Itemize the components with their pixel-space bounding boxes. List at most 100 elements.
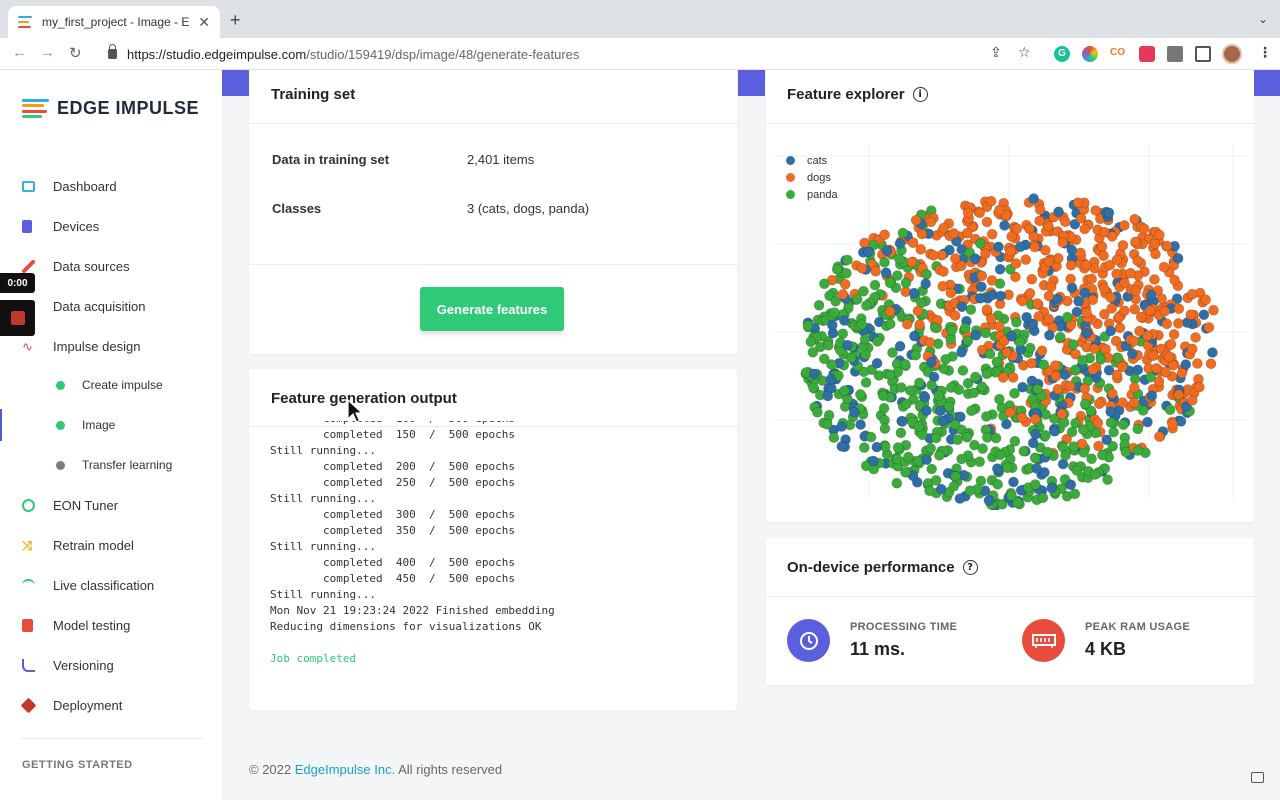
scatter-point-panda[interactable] <box>879 423 891 434</box>
feature-scatter-plot[interactable]: cats dogs panda <box>766 124 1254 524</box>
scatter-point-panda[interactable] <box>819 278 830 290</box>
scatter-point-panda[interactable] <box>977 443 988 454</box>
scatter-point-dogs[interactable] <box>907 237 919 248</box>
scatter-point-cats[interactable] <box>836 421 847 432</box>
address-bar[interactable]: https://studio.edgeimpulse.com/studio/15… <box>96 41 1046 67</box>
scatter-point-dogs[interactable] <box>1043 256 1055 267</box>
scatter-point-dogs[interactable] <box>1072 197 1084 208</box>
scatter-point-dogs[interactable] <box>1089 343 1100 355</box>
sidebar-sub-image[interactable]: Image <box>0 409 222 441</box>
scatter-point-dogs[interactable] <box>1007 372 1019 383</box>
scatter-point-dogs[interactable] <box>937 280 949 292</box>
scatter-point-cats[interactable] <box>1021 311 1032 323</box>
sidebar-item-impulse-design[interactable]: ∿ Impulse design <box>22 338 141 354</box>
scatter-point-dogs[interactable] <box>1185 309 1197 320</box>
scatter-point-cats[interactable] <box>919 391 931 403</box>
scatter-point-dogs[interactable] <box>1034 215 1045 227</box>
scatter-point-panda[interactable] <box>1077 355 1088 366</box>
scatter-point-panda[interactable] <box>908 394 919 405</box>
scatter-point-dogs[interactable] <box>914 319 925 330</box>
scatter-point-cats[interactable] <box>839 315 850 326</box>
scatter-point-cats[interactable] <box>956 346 967 358</box>
scatter-point-panda[interactable] <box>905 385 916 396</box>
scatter-point-dogs[interactable] <box>1075 213 1087 224</box>
scatter-point-dogs[interactable] <box>1200 294 1212 305</box>
scatter-point-cats[interactable] <box>1105 325 1117 337</box>
scatter-point-panda[interactable] <box>968 387 980 399</box>
scatter-point-panda[interactable] <box>884 369 896 381</box>
scatter-point-dogs[interactable] <box>916 228 928 240</box>
scatter-point-dogs[interactable] <box>1010 271 1021 283</box>
scatter-point-panda[interactable] <box>1105 417 1117 428</box>
sidebar-item-retrain-model[interactable]: ⤨ Retrain model <box>22 537 134 553</box>
scatter-point-dogs[interactable] <box>1168 329 1180 340</box>
scatter-point-panda[interactable] <box>1024 342 1036 354</box>
scatter-point-cats[interactable] <box>1198 309 1210 320</box>
scatter-point-panda[interactable] <box>851 294 863 305</box>
scatter-point-dogs[interactable] <box>859 237 870 249</box>
scatter-point-cats[interactable] <box>970 253 981 265</box>
scatter-point-panda[interactable] <box>818 353 830 365</box>
scatter-point-dogs[interactable] <box>1119 305 1130 317</box>
scatter-point-panda[interactable] <box>929 322 941 334</box>
scatter-point-dogs[interactable] <box>985 195 997 207</box>
scatter-point-cats[interactable] <box>993 241 1004 253</box>
scatter-point-dogs[interactable] <box>910 215 922 226</box>
scatter-point-dogs[interactable] <box>974 207 985 219</box>
scatter-point-cats[interactable] <box>1030 428 1042 440</box>
scatter-point-panda[interactable] <box>957 365 969 376</box>
scatter-point-dogs[interactable] <box>1129 382 1140 393</box>
scatter-point-panda[interactable] <box>950 470 961 482</box>
scatter-point-cats[interactable] <box>1008 476 1019 488</box>
scatter-point-dogs[interactable] <box>1130 285 1142 297</box>
scatter-point-panda[interactable] <box>1078 447 1090 458</box>
scatter-point-panda[interactable] <box>924 485 935 497</box>
scatter-point-dogs[interactable] <box>1079 383 1091 395</box>
scatter-point-panda[interactable] <box>952 434 963 446</box>
scatter-point-panda[interactable] <box>948 480 960 492</box>
scatter-point-panda[interactable] <box>994 393 1005 405</box>
scatter-point-dogs[interactable] <box>1111 254 1123 266</box>
profile-avatar[interactable] <box>1222 44 1242 64</box>
scatter-point-panda[interactable] <box>946 325 957 336</box>
scatter-point-cats[interactable] <box>926 357 937 368</box>
scatter-point-dogs[interactable] <box>1203 322 1215 333</box>
scatter-point-panda[interactable] <box>943 401 955 413</box>
scatter-point-dogs[interactable] <box>1176 367 1188 379</box>
scatter-point-panda[interactable] <box>884 277 896 289</box>
scatter-point-panda[interactable] <box>895 427 907 439</box>
scatter-point-dogs[interactable] <box>981 216 993 228</box>
scatter-point-dogs[interactable] <box>906 256 918 268</box>
scatter-point-dogs[interactable] <box>938 222 949 234</box>
scatter-point-panda[interactable] <box>1040 430 1051 441</box>
scatter-point-dogs[interactable] <box>1001 347 1012 358</box>
scatter-point-panda[interactable] <box>812 406 823 418</box>
scatter-point-panda[interactable] <box>1089 469 1101 480</box>
scatter-point-panda[interactable] <box>965 304 977 315</box>
scatter-point-cats[interactable] <box>1126 348 1138 360</box>
scatter-point-dogs[interactable] <box>956 260 967 272</box>
scatter-point-panda[interactable] <box>966 405 977 417</box>
scatter-point-dogs[interactable] <box>986 229 998 240</box>
scatter-point-cats[interactable] <box>1172 253 1184 264</box>
scatter-point-cats[interactable] <box>822 390 834 402</box>
scatter-point-panda[interactable] <box>975 475 987 487</box>
scatter-point-dogs[interactable] <box>1158 261 1170 273</box>
scatter-point-cats[interactable] <box>1044 330 1055 341</box>
scatter-point-panda[interactable] <box>845 352 857 364</box>
scatter-point-panda[interactable] <box>914 377 925 389</box>
scatter-point-dogs[interactable] <box>839 279 851 290</box>
scatter-point-panda[interactable] <box>829 307 840 318</box>
sidebar-sub-transfer-learning[interactable]: Transfer learning <box>0 453 222 477</box>
scatter-point-dogs[interactable] <box>1129 304 1141 315</box>
scatter-point-panda[interactable] <box>828 432 840 443</box>
scatter-point-dogs[interactable] <box>945 287 957 299</box>
scatter-point-cats[interactable] <box>881 245 893 256</box>
scatter-point-dogs[interactable] <box>1159 306 1171 317</box>
scatter-point-dogs[interactable] <box>938 266 949 277</box>
scatter-point-panda[interactable] <box>992 479 1003 490</box>
scatter-point-panda[interactable] <box>899 359 911 370</box>
scatter-point-cats[interactable] <box>1028 193 1040 204</box>
scatter-point-panda[interactable] <box>961 431 973 443</box>
scatter-point-panda[interactable] <box>901 398 912 410</box>
